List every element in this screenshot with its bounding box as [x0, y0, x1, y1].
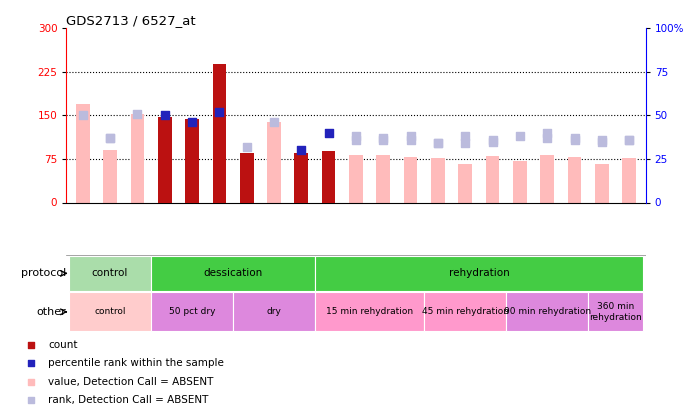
Text: 45 min rehydration: 45 min rehydration [422, 307, 509, 316]
Bar [315, 292, 424, 331]
Bar [76, 104, 89, 202]
Point [460, 133, 471, 140]
Bar [103, 150, 117, 202]
Bar [69, 256, 151, 291]
Bar [151, 256, 315, 291]
Text: control: control [92, 269, 128, 278]
Point [296, 147, 307, 153]
Text: 360 min
rehydration: 360 min rehydration [589, 302, 642, 322]
Point [596, 139, 607, 145]
Text: protocol: protocol [20, 269, 66, 278]
Bar [567, 157, 581, 202]
Bar [623, 158, 636, 202]
Point [105, 135, 116, 141]
Text: percentile rank within the sample: percentile rank within the sample [48, 358, 224, 369]
Text: dry: dry [267, 307, 281, 316]
Text: other: other [36, 307, 66, 317]
Point [378, 135, 389, 141]
Bar [595, 164, 609, 202]
Point [132, 111, 143, 117]
Point [350, 133, 362, 140]
Point [624, 136, 635, 143]
Bar [588, 292, 643, 331]
Bar [151, 292, 233, 331]
Point [77, 112, 88, 119]
Point [159, 112, 170, 119]
Bar [322, 151, 336, 202]
Point [350, 136, 362, 143]
Text: control: control [94, 307, 126, 316]
Text: dessication: dessication [203, 269, 262, 278]
Point [432, 140, 443, 147]
Bar [185, 119, 199, 202]
Point [569, 136, 580, 143]
Text: 50 pct dry: 50 pct dry [169, 307, 215, 316]
Bar [431, 158, 445, 202]
Bar [158, 117, 172, 202]
Bar [233, 292, 315, 331]
Point [323, 130, 334, 136]
Point [624, 136, 635, 143]
Bar [376, 156, 390, 202]
Point [26, 378, 37, 385]
Bar [240, 153, 253, 202]
Bar [540, 155, 554, 202]
Point [487, 139, 498, 145]
Point [186, 119, 198, 126]
Point [105, 135, 116, 141]
Text: rank, Detection Call = ABSENT: rank, Detection Call = ABSENT [48, 395, 209, 405]
Bar [349, 156, 363, 202]
Bar [267, 122, 281, 202]
Text: GDS2713 / 6527_at: GDS2713 / 6527_at [66, 14, 196, 27]
Point [542, 130, 553, 136]
Bar [295, 153, 308, 202]
Bar [69, 292, 151, 331]
Bar [459, 164, 472, 202]
Bar [486, 156, 500, 202]
Bar [315, 256, 643, 291]
Text: count: count [48, 340, 78, 350]
Point [596, 136, 607, 143]
Point [487, 136, 498, 143]
Bar [404, 157, 417, 202]
Point [241, 143, 252, 150]
Bar [424, 292, 506, 331]
Point [269, 119, 280, 126]
Bar [131, 114, 144, 202]
Point [405, 136, 416, 143]
Point [214, 109, 225, 115]
Point [405, 133, 416, 140]
Bar [506, 292, 588, 331]
Text: value, Detection Call = ABSENT: value, Detection Call = ABSENT [48, 377, 214, 387]
Point [26, 396, 37, 403]
Point [26, 342, 37, 348]
Point [514, 133, 526, 140]
Bar [513, 161, 527, 202]
Point [26, 360, 37, 367]
Point [569, 135, 580, 141]
Text: 90 min rehydration: 90 min rehydration [504, 307, 591, 316]
Point [378, 136, 389, 143]
Point [432, 140, 443, 147]
Point [460, 140, 471, 147]
Point [542, 135, 553, 141]
Text: rehydration: rehydration [449, 269, 510, 278]
Text: 15 min rehydration: 15 min rehydration [326, 307, 413, 316]
Bar [212, 64, 226, 202]
